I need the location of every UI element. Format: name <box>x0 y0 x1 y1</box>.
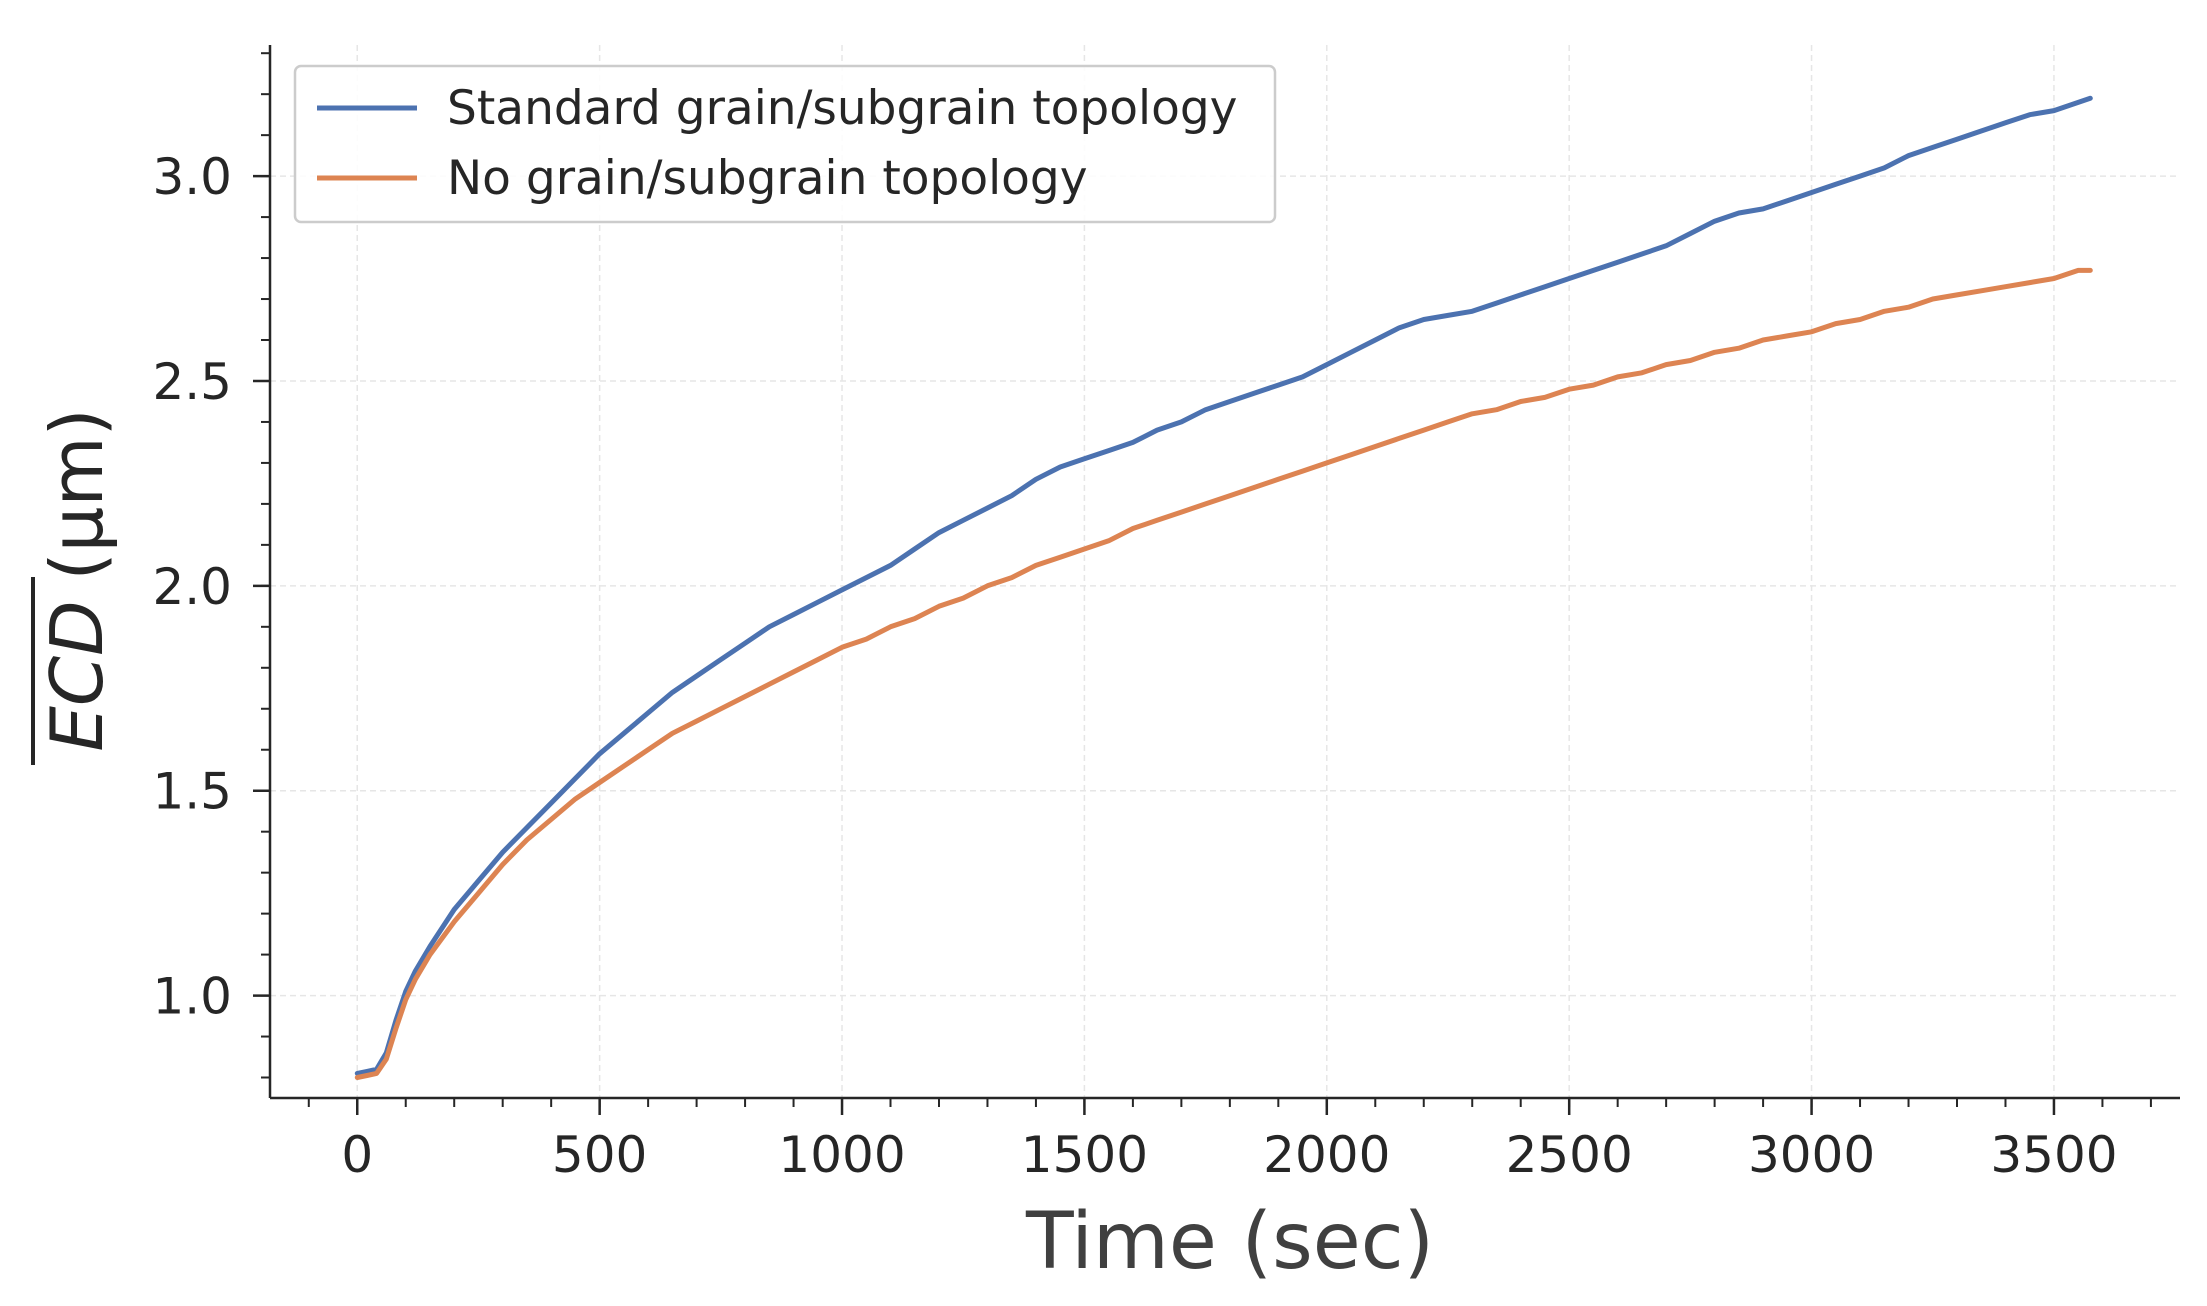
y-tick-label: 1.0 <box>152 968 232 1026</box>
legend-label-2: No grain/subgrain topology <box>447 151 1088 206</box>
y-axis-title: ECD (μm) <box>35 408 119 751</box>
legend-label-1: Standard grain/subgrain topology <box>447 81 1238 136</box>
x-tick-label: 2000 <box>1263 1126 1390 1184</box>
x-tick-label: 2500 <box>1506 1126 1633 1184</box>
y-tick-label: 2.5 <box>152 353 232 411</box>
x-tick-label: 0 <box>341 1126 373 1184</box>
x-tick-label: 1000 <box>778 1126 905 1184</box>
axes-layer: 0 500 1000 1500 2000 2500 3000 3500 1.0 1.5 2.0 2.5… <box>152 45 2180 1184</box>
y-axis-title-symbol: ECD <box>35 600 119 751</box>
y-tick-label: 2.0 <box>152 558 232 616</box>
x-tick-label: 500 <box>552 1126 647 1184</box>
series-line-1 <box>354 95 2093 1076</box>
legend: Standard grain/subgrain topology No grain… <box>293 64 1277 224</box>
x-tick-label: 3000 <box>1748 1126 1875 1184</box>
x-tick-label: 3500 <box>1990 1126 2117 1184</box>
y-tick-label: 1.5 <box>152 763 232 821</box>
x-axis-title: Time (sec) <box>1025 1197 1434 1287</box>
y-tick-label: 3.0 <box>152 148 232 206</box>
x-tick-label: 1500 <box>1021 1126 1148 1184</box>
y-axis-title-unit: (μm) <box>35 408 119 580</box>
legend-box <box>293 64 1277 224</box>
axis-titles: Time (sec) ECD (μm) <box>31 408 1434 1287</box>
y-axis-title-group: ECD (μm) <box>35 408 119 751</box>
series-layer <box>354 95 2093 1080</box>
series-line-2 <box>354 267 2093 1080</box>
